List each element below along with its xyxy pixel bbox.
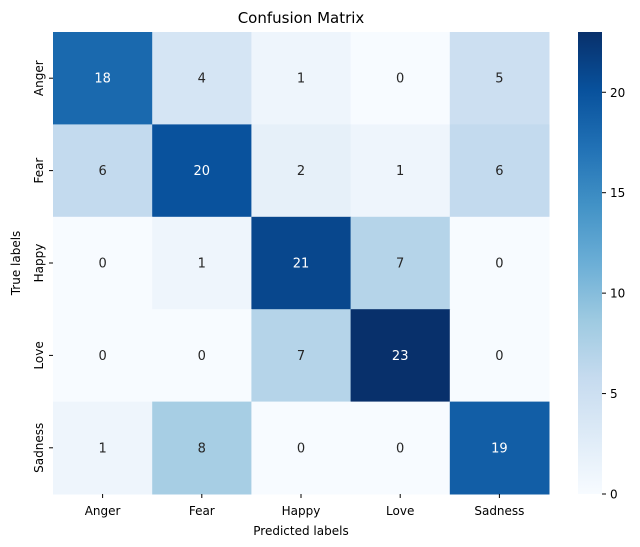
heatmap-cell	[53, 32, 153, 125]
cell-value-label: 18	[94, 72, 111, 87]
chart-title: Confusion Matrix	[238, 9, 365, 27]
cell-value-label: 6	[98, 164, 106, 179]
x-tick-label: Love	[386, 504, 414, 518]
colorbar-tick-label: 5	[610, 387, 618, 401]
y-tick-label: Sadness	[32, 423, 46, 473]
y-tick-label: Happy	[32, 244, 46, 283]
cell-value-label: 0	[396, 441, 404, 456]
cell-value-label: 0	[198, 349, 206, 364]
heatmap-cell	[350, 32, 451, 125]
heatmap-cell	[53, 309, 153, 403]
cell-value-label: 1	[198, 257, 206, 272]
colorbar-tick-label: 0	[610, 488, 618, 502]
x-tick-label: Happy	[282, 504, 321, 518]
cell-value-label: 2	[297, 164, 305, 179]
x-axis-label: Predicted labels	[253, 524, 348, 538]
heatmap-cell	[251, 32, 352, 125]
heatmap-cell	[350, 216, 451, 310]
colorbar: 0 5 10 15 20	[578, 32, 625, 502]
cell-value-label: 1	[297, 72, 305, 87]
cell-value-label: 0	[495, 257, 503, 272]
y-tick-label: Fear	[32, 158, 46, 184]
heatmap-cell	[449, 216, 550, 310]
cell-value-label: 1	[396, 164, 404, 179]
cell-value-label: 1	[98, 441, 106, 456]
x-axis-ticks: Anger Fear Happy Love Sadness	[85, 494, 524, 518]
x-tick-label: Sadness	[474, 504, 524, 518]
heatmap-cell	[152, 401, 252, 495]
cell-value-label: 6	[495, 164, 503, 179]
heatmap-cell	[449, 309, 550, 403]
cell-value-label: 8	[198, 441, 206, 456]
colorbar-tick-label: 10	[610, 287, 625, 301]
heatmap-cell	[350, 401, 451, 495]
y-tick-label: Anger	[32, 60, 46, 96]
cell-value-label: 0	[297, 441, 305, 456]
heatmap-cell	[350, 124, 451, 218]
cell-value-label: 0	[495, 349, 503, 364]
heatmap-cell	[251, 124, 352, 218]
cell-value-label: 0	[98, 349, 106, 364]
y-tick-label: Love	[32, 341, 46, 369]
heatmap-cell	[251, 309, 352, 403]
cell-value-label: 20	[194, 164, 211, 179]
heatmap-cell	[251, 401, 352, 495]
heatmap-cells: 18 4 1 0 56 20 2 1 60 1 21 7 00 0 7 23 01 8 0 0 19	[53, 32, 550, 495]
heatmap-cell	[152, 124, 252, 218]
y-axis-label: True labels	[9, 231, 23, 297]
heatmap-cell	[152, 309, 252, 403]
heatmap-cell	[53, 124, 153, 218]
colorbar-tick-label: 20	[610, 86, 625, 100]
cell-value-label: 21	[293, 257, 310, 272]
cell-value-label: 0	[396, 72, 404, 87]
heatmap-cell	[152, 32, 252, 125]
cell-value-label: 7	[396, 257, 404, 272]
x-tick-label: Anger	[85, 504, 121, 518]
cell-value-label: 4	[198, 72, 206, 87]
cell-value-label: 23	[392, 349, 409, 364]
x-tick-label: Fear	[189, 504, 215, 518]
colorbar-tick-label: 15	[610, 186, 625, 200]
colorbar-gradient	[578, 32, 602, 494]
cell-value-label: 0	[98, 257, 106, 272]
y-axis-ticks: Anger Fear Happy Love Sadness	[32, 60, 53, 473]
heatmap-cell	[251, 216, 352, 310]
heatmap-cell	[449, 401, 550, 495]
cell-value-label: 5	[495, 72, 503, 87]
cell-value-label: 19	[491, 441, 508, 456]
heatmap-cell	[53, 216, 153, 310]
heatmap-cell	[449, 124, 550, 218]
heatmap-cell	[350, 309, 451, 403]
heatmap-cell	[449, 32, 550, 125]
heatmap-cell	[53, 401, 153, 495]
cell-value-label: 7	[297, 349, 305, 364]
heatmap-cell	[152, 216, 252, 310]
